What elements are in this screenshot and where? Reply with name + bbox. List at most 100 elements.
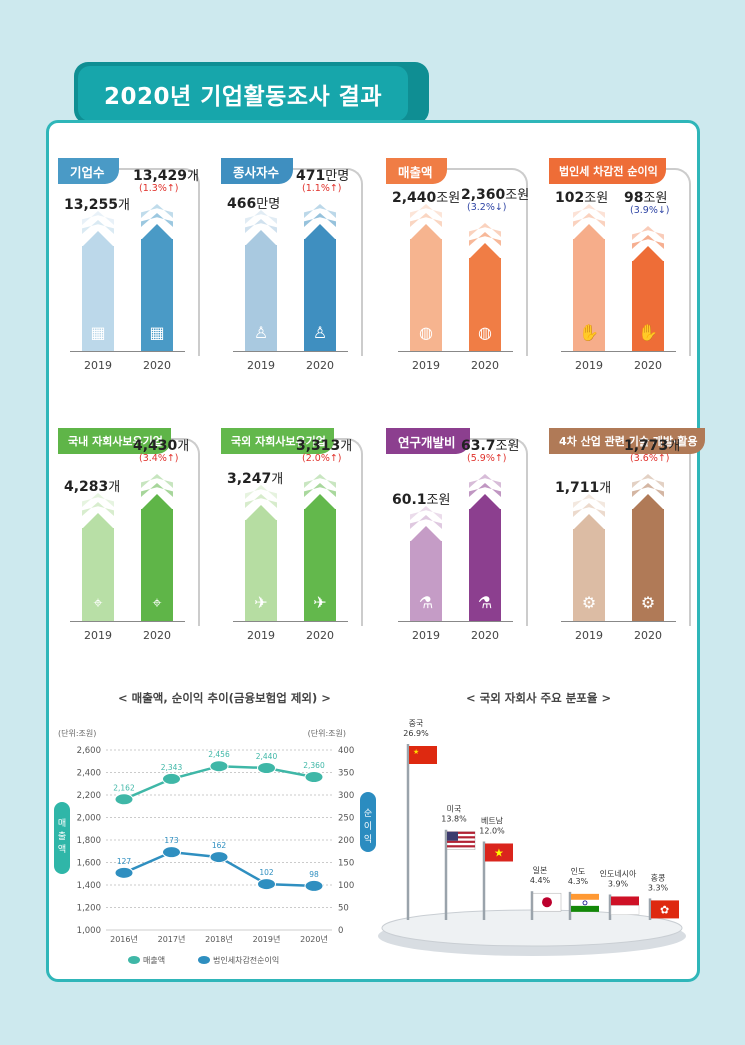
bar-value-2019: 13,255개	[64, 194, 130, 213]
country-name: 미국	[447, 805, 462, 814]
bar-2020: ✋	[632, 226, 664, 351]
value-number: 466	[227, 196, 257, 212]
vietnam-flag-icon	[485, 843, 513, 862]
bar-cap	[469, 243, 501, 259]
share-label: 3.3%	[648, 883, 669, 892]
coins-icon: ◍	[419, 323, 433, 342]
bar-2020: ⚙	[632, 474, 664, 621]
panel-tab-label: 기업수	[58, 158, 119, 184]
country-name: 중국	[409, 719, 424, 728]
bar-cap	[573, 514, 605, 530]
hongkong-flower: ✿	[660, 903, 669, 916]
bar-value-2020: 98조원	[624, 187, 667, 206]
robot-icon: ⚙	[581, 593, 597, 612]
bar-2019: ⌖	[82, 493, 114, 621]
panel-tab-label: 국외 자회사보유기업	[221, 428, 334, 454]
value-unit: 개	[108, 480, 121, 495]
value-number: 98	[624, 190, 644, 206]
data-label: 2,360	[303, 761, 325, 770]
indonesia-flag-icon	[611, 896, 639, 906]
panel-tab-label: 연구개발비	[386, 428, 470, 454]
bar-body	[82, 528, 114, 621]
india-wheel	[582, 900, 588, 906]
value-unit: 개	[271, 472, 284, 487]
india-white	[571, 899, 599, 906]
value-unit: 개	[118, 198, 130, 213]
value-unit: 조원	[505, 188, 530, 203]
bar-value-2020: 471만명	[296, 165, 349, 184]
bar-body	[632, 509, 664, 621]
building-icon: ▦	[149, 323, 165, 342]
bar-cap	[82, 513, 114, 529]
left-tick-label: 2,000	[77, 814, 101, 824]
year-label: 2020	[143, 359, 171, 372]
value-unit: 조원	[643, 191, 668, 206]
year-label: 2019	[412, 359, 440, 372]
left-tick-label: 2,200	[77, 791, 101, 801]
bar-body	[410, 239, 442, 351]
left-tick-label: 2,400	[77, 769, 101, 779]
data-point	[162, 772, 181, 785]
x-tick-label: 2016년	[110, 934, 138, 944]
x-tick-label: 2020년	[300, 934, 328, 944]
left-axis-label: 매	[58, 818, 66, 829]
bar-cap	[410, 224, 442, 240]
indicator-panel: 4차 산업 관련 기술 개발·활용 ⚙ 1,711개 2019 ⚙ 1,773개 (3.6%…	[549, 428, 706, 642]
bar-value-2020: 2,360조원	[461, 184, 529, 203]
year-label: 2019	[84, 629, 112, 642]
change-rate: (3.2%↓)	[467, 202, 507, 213]
value-unit: 조원	[426, 493, 451, 508]
bar-cap	[469, 494, 501, 510]
money-hand-icon: ✋	[579, 323, 599, 342]
change-rate: (3.4%↑)	[139, 453, 179, 464]
right-tick-label: 200	[338, 836, 354, 846]
data-point	[304, 771, 324, 783]
left-axis-pill	[54, 802, 70, 874]
left-tick-label: 1,400	[77, 881, 101, 891]
airplane-icon: ✈	[254, 593, 268, 612]
bar-value-2019: 60.1조원	[392, 489, 450, 508]
vietnam-star: ★	[494, 846, 504, 859]
country-name: 베트남	[481, 816, 504, 825]
left-axis-label: 액	[58, 843, 66, 855]
indicator-panel: 국외 자회사보유기업 ✈ 3,247개 2019 ✈ 3,313개 (2.0%↑) 2020	[221, 428, 363, 642]
bar-value-2019: 466만명	[227, 193, 280, 212]
value-unit: 만명	[256, 197, 281, 212]
panel-tab-label: 매출액	[386, 158, 447, 184]
change-rate: (2.0%↑)	[302, 453, 342, 464]
country-name: 인도	[571, 866, 586, 876]
value-number: 102	[555, 190, 585, 206]
data-label: 2,440	[256, 752, 278, 761]
legend-swatch	[128, 956, 140, 964]
value-unit: 조원	[495, 439, 520, 454]
panel-frame	[72, 168, 200, 356]
indicator-panel: 기업수 ▦ 13,255개 2019 ▦ 13,429개 (1.3%↑) 2020	[58, 158, 200, 372]
data-label: 162	[212, 841, 227, 850]
indicator-panel: 연구개발비 ⚗ 60.1조원 2019 ⚗ 63.7조원 (5.9%↑) 2020	[386, 428, 528, 642]
legend-swatch	[198, 956, 210, 964]
legend-label: 법인세차감전순이익	[213, 955, 279, 965]
bar-cap	[632, 246, 664, 262]
data-point	[257, 762, 276, 774]
baseline	[70, 621, 185, 622]
year-label: 2019	[247, 359, 275, 372]
bar-cap	[141, 494, 173, 510]
bar-cap	[632, 494, 664, 510]
bar-2020: ✈	[304, 474, 336, 621]
bar-2019: ▦	[82, 211, 114, 351]
bar-value-2020: 1,773개	[624, 435, 680, 454]
bar-2019: ⚗	[410, 506, 442, 621]
usa-canton	[447, 831, 458, 841]
right-axis-label: 이	[364, 821, 372, 832]
year-label: 2019	[247, 629, 275, 642]
data-label: 2,343	[161, 763, 183, 772]
year-label: 2019	[575, 359, 603, 372]
value-number: 2,440	[392, 190, 437, 206]
bar-body	[632, 261, 664, 351]
japan-disc	[542, 897, 552, 908]
left-tick-label: 1,600	[77, 859, 101, 869]
panel-tab-label: 국내 자회사보유기업	[58, 428, 171, 454]
year-label: 2020	[143, 629, 171, 642]
test-tube-icon: ⚗	[477, 593, 493, 612]
panel-tab-label: 4차 산업 관련 기술 개발·활용	[549, 428, 706, 454]
